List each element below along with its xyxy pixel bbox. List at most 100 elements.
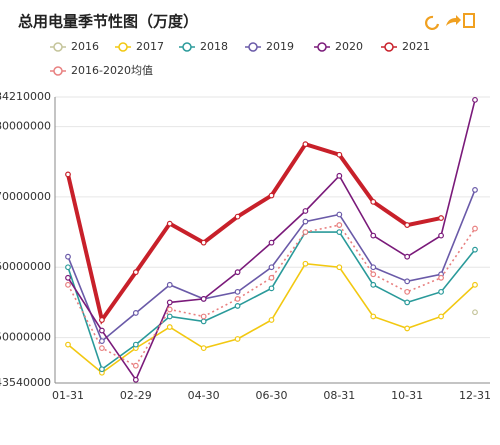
data-point bbox=[234, 269, 241, 276]
x-tick-label: 12-31 bbox=[459, 389, 491, 402]
data-point bbox=[268, 192, 275, 199]
legend-marker bbox=[317, 42, 327, 52]
data-point bbox=[438, 232, 444, 239]
legend-label: 2019 bbox=[266, 40, 294, 53]
legend-item[interactable]: 2016 bbox=[50, 40, 99, 53]
x-tick-label: 06-30 bbox=[256, 389, 288, 402]
data-point bbox=[166, 299, 173, 306]
y-tick-label: 50000000 bbox=[0, 331, 51, 344]
x-tick-label: 04-30 bbox=[188, 389, 220, 402]
x-tick-label: 01-31 bbox=[52, 389, 84, 402]
data-point bbox=[370, 313, 377, 320]
data-point bbox=[200, 295, 207, 302]
data-point bbox=[336, 172, 343, 179]
data-point bbox=[268, 317, 275, 323]
data-point bbox=[302, 208, 309, 214]
legend-item[interactable]: 2021 bbox=[381, 40, 430, 53]
data-point bbox=[404, 222, 411, 228]
data-point bbox=[234, 288, 241, 295]
data-point bbox=[404, 299, 411, 306]
data-point bbox=[438, 313, 444, 320]
data-point bbox=[268, 274, 275, 281]
data-point bbox=[166, 306, 173, 313]
data-point bbox=[166, 324, 173, 330]
data-point bbox=[99, 338, 105, 344]
y-tick-label: 60000000 bbox=[0, 260, 51, 273]
data-point bbox=[132, 362, 139, 369]
data-point bbox=[234, 295, 241, 302]
data-point bbox=[472, 309, 478, 316]
data-point bbox=[472, 246, 478, 253]
legend-label: 2016 bbox=[71, 40, 99, 53]
data-point bbox=[370, 271, 377, 278]
y-tick-label: 84210000 bbox=[0, 90, 51, 103]
data-point bbox=[404, 278, 411, 285]
data-point bbox=[65, 274, 71, 281]
data-point bbox=[200, 345, 207, 352]
data-point bbox=[472, 186, 478, 193]
data-point bbox=[200, 318, 207, 325]
data-point bbox=[132, 341, 139, 348]
data-point bbox=[166, 313, 173, 320]
data-point bbox=[65, 171, 71, 178]
x-tick-label: 02-29 bbox=[120, 389, 152, 402]
data-point bbox=[336, 211, 343, 218]
legend-item[interactable]: 2020 bbox=[314, 40, 363, 53]
data-point bbox=[200, 313, 207, 320]
y-tick-label: 70000000 bbox=[0, 190, 51, 203]
legend-item[interactable]: 2019 bbox=[245, 40, 294, 53]
save-icon[interactable] bbox=[463, 13, 475, 28]
chart-title: 总用电量季节性图（万度） bbox=[18, 13, 198, 31]
data-point bbox=[99, 317, 105, 323]
data-point bbox=[336, 264, 343, 271]
x-tick-label: 08-31 bbox=[323, 389, 355, 402]
data-point bbox=[132, 269, 139, 276]
data-point bbox=[65, 264, 71, 271]
series-line bbox=[67, 224, 476, 367]
data-point bbox=[370, 281, 377, 288]
legend-label: 2020 bbox=[335, 40, 363, 53]
legend-label: 2016-2020均值 bbox=[71, 64, 153, 77]
data-point bbox=[302, 229, 309, 235]
data-point bbox=[438, 288, 444, 295]
data-point bbox=[472, 225, 478, 232]
legend-label: 2021 bbox=[402, 40, 430, 53]
data-point bbox=[132, 376, 139, 383]
data-point bbox=[234, 213, 241, 220]
data-point bbox=[336, 151, 343, 158]
legend-marker bbox=[248, 42, 258, 52]
refresh-icon[interactable] bbox=[425, 15, 440, 31]
data-point bbox=[166, 281, 173, 288]
data-point bbox=[370, 232, 377, 239]
data-point bbox=[166, 220, 173, 227]
data-point bbox=[404, 253, 411, 260]
data-point bbox=[336, 222, 343, 228]
share-icon[interactable] bbox=[446, 15, 461, 26]
legend-marker bbox=[53, 42, 63, 52]
toolbar[interactable] bbox=[425, 13, 475, 31]
data-point bbox=[99, 345, 105, 352]
series-line bbox=[66, 141, 442, 325]
data-point bbox=[370, 264, 377, 271]
data-point bbox=[132, 310, 139, 316]
data-point bbox=[65, 281, 71, 288]
data-point bbox=[336, 229, 343, 235]
data-point bbox=[99, 366, 105, 373]
legend-marker bbox=[182, 42, 192, 52]
data-point bbox=[99, 327, 105, 334]
data-point bbox=[268, 285, 275, 292]
data-point bbox=[65, 341, 71, 348]
legend-item[interactable]: 2016-2020均值 bbox=[50, 64, 153, 77]
data-point bbox=[302, 141, 309, 148]
data-point bbox=[65, 253, 71, 260]
data-point bbox=[438, 215, 444, 221]
legend-item[interactable]: 2018 bbox=[179, 40, 228, 53]
legend-item[interactable]: 2017 bbox=[115, 40, 164, 53]
data-point bbox=[302, 218, 309, 225]
legend-label: 2017 bbox=[136, 40, 164, 53]
data-point bbox=[472, 281, 478, 288]
data-point bbox=[234, 303, 241, 309]
x-tick-label: 10-31 bbox=[391, 389, 423, 402]
